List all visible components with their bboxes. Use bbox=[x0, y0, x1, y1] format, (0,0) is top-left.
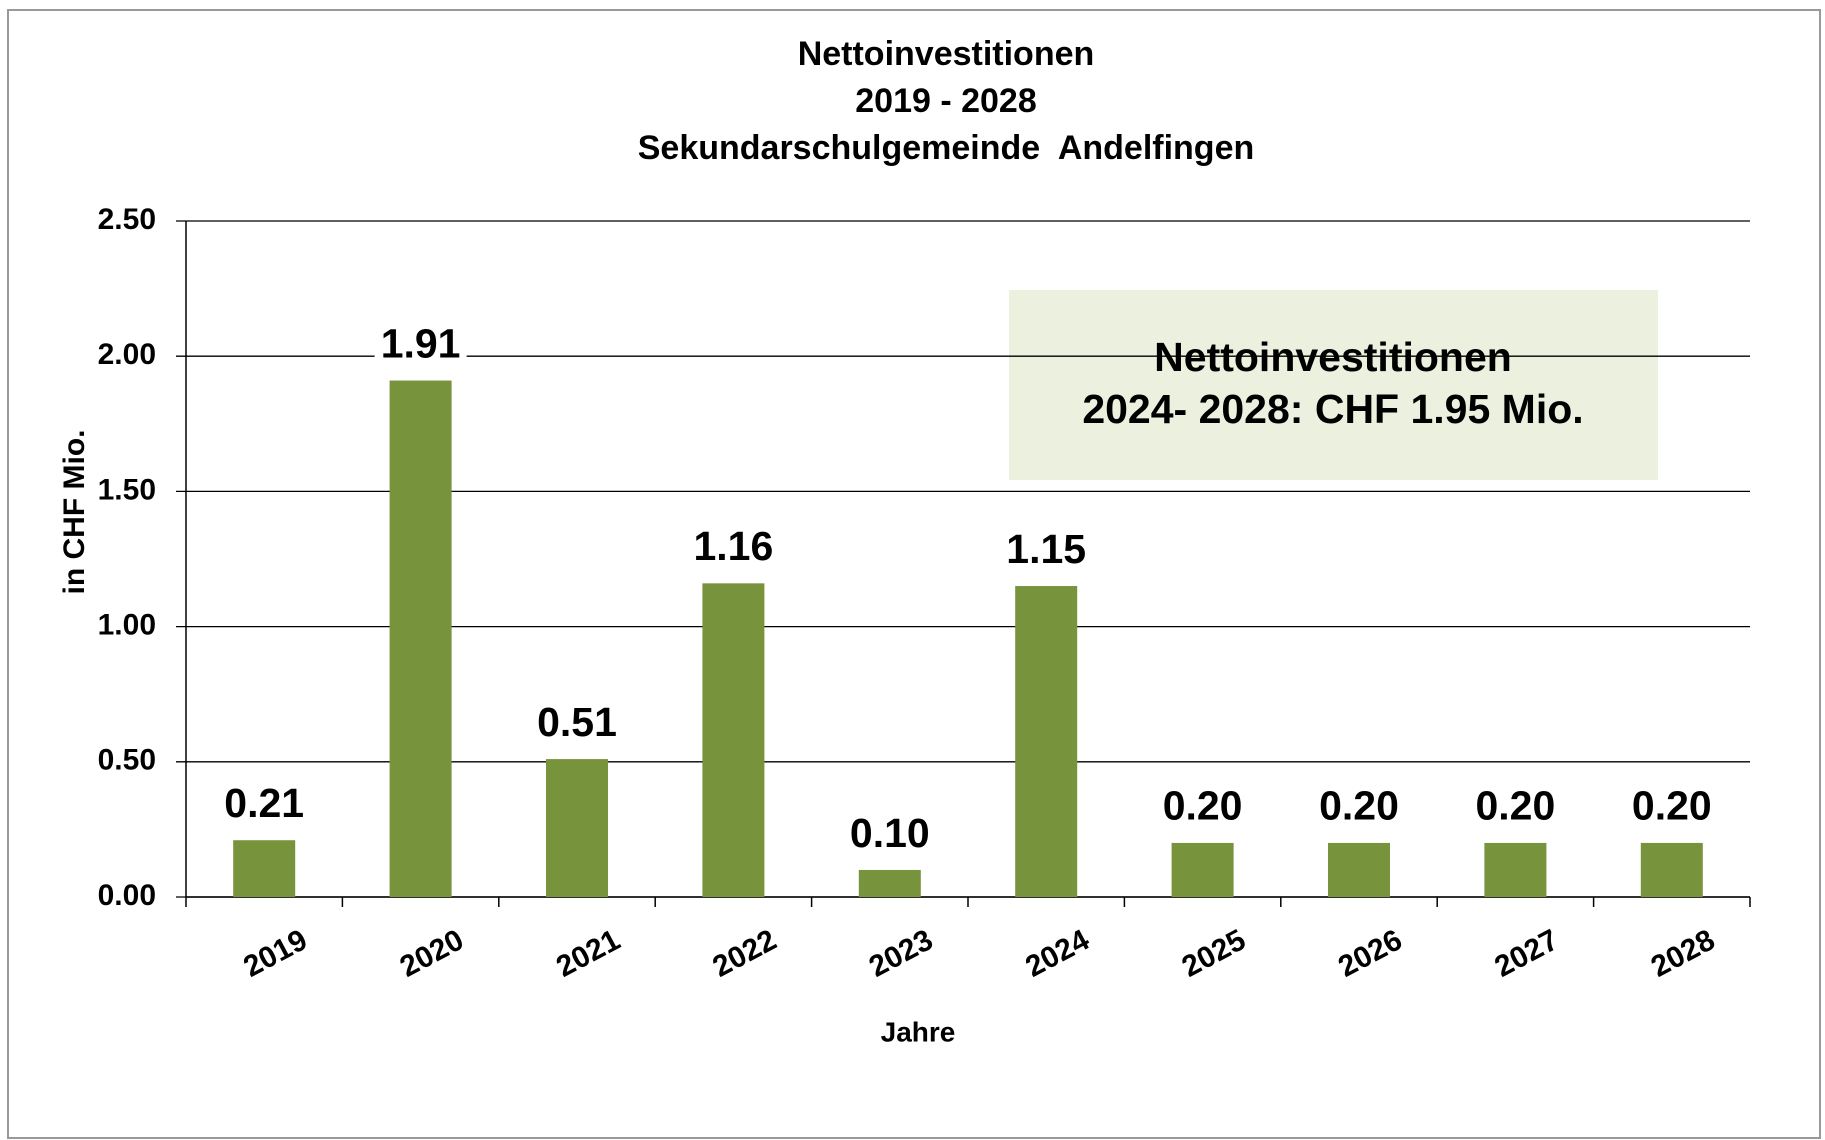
y-tick-label: 0.50 bbox=[98, 744, 156, 777]
bar bbox=[1328, 842, 1390, 897]
bar bbox=[233, 840, 296, 897]
y-tick-label: 1.00 bbox=[98, 609, 156, 642]
bar bbox=[1171, 842, 1234, 897]
bar bbox=[1640, 842, 1703, 897]
bar bbox=[702, 583, 765, 897]
bar bbox=[389, 380, 452, 897]
y-tick-label: 0.00 bbox=[98, 879, 156, 912]
bar bbox=[546, 759, 608, 897]
chart-title: Sekundarschulgemeinde Andelfingen bbox=[638, 129, 1255, 167]
value-label: 1.16 bbox=[693, 523, 773, 569]
value-label-bg bbox=[1313, 784, 1405, 831]
value-label-bg bbox=[218, 782, 311, 829]
value-label-bg bbox=[1000, 528, 1093, 575]
value-label-bg bbox=[1469, 784, 1562, 831]
chart-title: 2019 - 2028 bbox=[855, 82, 1037, 120]
bar bbox=[1015, 586, 1078, 897]
y-tick-label: 2.00 bbox=[98, 338, 156, 371]
value-label-bg bbox=[1156, 784, 1249, 831]
value-label: 1.91 bbox=[381, 320, 461, 366]
value-label: 0.20 bbox=[1475, 783, 1555, 829]
value-label-bg bbox=[374, 322, 467, 369]
y-tick-label: 2.50 bbox=[98, 203, 156, 236]
value-label-bg bbox=[843, 811, 936, 858]
annotation-text: 2024- 2028: CHF 1.95 Mio. bbox=[1082, 386, 1583, 432]
value-label: 0.21 bbox=[224, 780, 304, 826]
chart-frame bbox=[7, 9, 1821, 1139]
value-label-bg bbox=[1625, 784, 1718, 831]
value-label: 0.20 bbox=[1163, 783, 1243, 829]
chart-title: Nettoinvestitionen bbox=[798, 35, 1095, 73]
value-label: 0.10 bbox=[850, 810, 930, 856]
value-label: 0.51 bbox=[537, 699, 617, 745]
value-label: 1.15 bbox=[1006, 526, 1086, 572]
bar bbox=[1484, 842, 1547, 897]
value-label-bg bbox=[687, 525, 780, 572]
value-label: 0.20 bbox=[1319, 783, 1399, 829]
y-axis-label: in CHF Mio. bbox=[58, 430, 91, 595]
bar bbox=[858, 869, 921, 897]
value-label: 0.20 bbox=[1632, 783, 1712, 829]
value-label-bg bbox=[531, 701, 623, 748]
y-tick-label: 1.50 bbox=[98, 473, 156, 506]
annotation-box bbox=[1009, 290, 1658, 480]
x-axis-label: Jahre bbox=[881, 1016, 956, 1047]
